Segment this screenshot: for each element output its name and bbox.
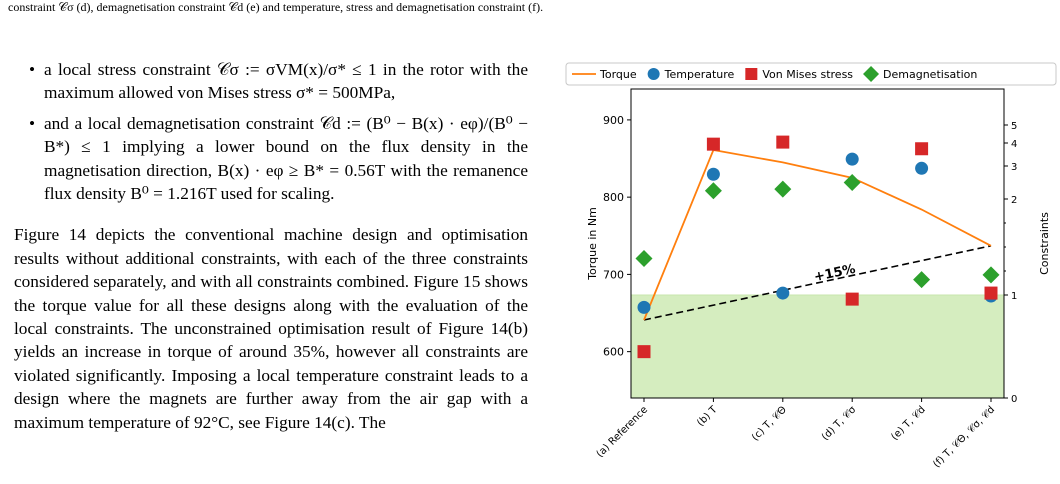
legend-label: Torque [599,68,637,81]
demagnetisation-point [635,250,653,268]
legend-diamond-icon [863,66,880,82]
temperature-point [845,152,859,166]
stress-point [776,135,790,149]
demagnetisation-point [913,271,931,289]
list-item-text: and a local demagnetisation constraint 𝒞… [44,113,528,204]
trend-label: +15% [813,262,857,285]
y2-tick-label: 4 [1011,139,1017,150]
y-tick-label: 800 [603,191,624,204]
x-tick-label: (e) T, 𝒞d [889,404,927,442]
temperature-point [915,161,929,175]
legend-circle-icon [647,68,660,80]
list-item-demagnetisation: • and a local demagnetisation constraint … [14,112,528,206]
stress-point [845,292,859,306]
y2-tick-label: 2 [1011,195,1017,206]
demagnetisation-point [704,182,722,200]
torque-constraints-chart: 600 700 800 900 0 1 2 3 4 5 Torque in Nm Constraint… [565,62,1057,470]
y2-tick-label: 1 [1011,291,1017,302]
y-tick-label: 700 [603,268,624,281]
list-item-text: a local stress constraint 𝒞σ := σVM(x)/σ… [44,60,528,103]
y-axis-label: Torque in Nm [586,207,599,281]
figure-caption-fragment: constraint 𝒞σ (d), demagnetisation const… [8,0,544,14]
stress-point [637,345,651,359]
legend-box [565,62,1057,86]
demagnetisation-point [843,174,861,191]
legend-label: Temperature [664,68,735,81]
x-tick-label: (d) T, 𝒞σ [820,404,859,443]
y2-tick-label: 3 [1011,162,1017,173]
y2-axis-label: Constraints [1038,212,1051,275]
x-tick-label: (c) T, 𝒞Θ [750,404,789,443]
stress-point [984,286,998,300]
bullet-icon: • [29,60,36,79]
trend-line [643,245,992,321]
temperature-point [776,286,790,300]
legend-label: Demagnetisation [883,68,977,81]
stress-point [706,137,720,151]
y2-tick-label: 5 [1011,121,1017,132]
bullet-icon: • [29,113,36,133]
temperature-point [637,300,651,314]
y-tick-label: 600 [603,346,624,359]
feasible-region [631,295,1004,398]
body-paragraph: Figure 14 depicts the conventional machi… [14,225,528,432]
constraint-list: • a local stress constraint 𝒞σ := σVM(x)/… [14,58,528,205]
torque-line [643,149,992,321]
legend-square-icon [745,68,758,80]
x-tick-label: (f) T, 𝒞Θ, 𝒞σ, 𝒞d [931,404,997,470]
torque-constraints-figure: 600 700 800 900 0 1 2 3 4 5 Torque in Nm Constraint… [560,58,1060,484]
plot-frame [630,88,1005,399]
text-column: • a local stress constraint 𝒞σ := σVM(x)/… [14,58,528,434]
list-item-stress: • a local stress constraint 𝒞σ := σVM(x)/… [14,58,528,105]
demagnetisation-point [774,180,792,198]
temperature-point [706,167,720,181]
x-tick-label: (a) Reference [595,404,650,459]
legend-label: Von Mises stress [762,68,853,81]
y-tick-label: 900 [603,114,624,127]
y2-tick-label: 0 [1011,394,1017,405]
stress-point [915,142,929,156]
demagnetisation-point [982,266,1000,284]
x-tick-label: (b) T [695,404,720,429]
